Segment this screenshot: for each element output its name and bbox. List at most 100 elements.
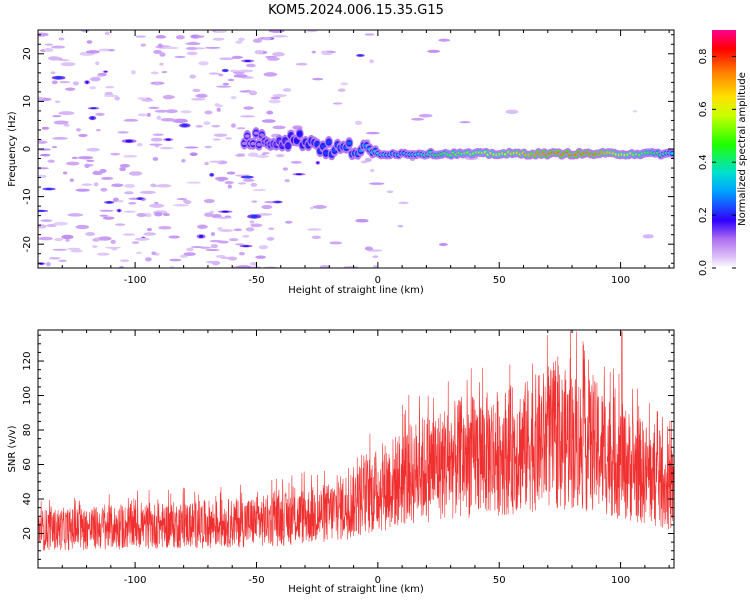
spectrogram-cell bbox=[372, 255, 379, 259]
spectrogram-cell bbox=[238, 69, 254, 73]
x-tick-label: 100 bbox=[611, 275, 630, 286]
spectrogram-cell bbox=[255, 154, 270, 158]
spectrogram-cell bbox=[60, 62, 76, 67]
y-tick-label: 60 bbox=[22, 458, 33, 471]
spectrogram-cell bbox=[66, 161, 80, 166]
spectrogram-cell bbox=[332, 102, 343, 105]
spectrogram-cell bbox=[93, 182, 99, 187]
spectrogram-cell bbox=[58, 37, 65, 41]
x-tick-label: -100 bbox=[124, 575, 147, 586]
spectrogram-cell bbox=[354, 120, 363, 125]
y-tick-label: 120 bbox=[22, 351, 33, 370]
spectrogram-cell bbox=[307, 228, 322, 231]
ridge-cell bbox=[250, 141, 256, 146]
spectrogram-cell bbox=[418, 113, 433, 118]
spectrogram-cell bbox=[254, 50, 264, 55]
ridge-cell bbox=[241, 141, 247, 146]
spectrogram-cell bbox=[247, 152, 259, 157]
colorbar-label: Normalized spectral amplitude bbox=[737, 72, 748, 226]
spectrogram-cell bbox=[111, 183, 124, 188]
spectrogram-cell bbox=[123, 118, 139, 122]
spectrogram-cell bbox=[52, 248, 68, 251]
spectrogram-cell bbox=[90, 116, 95, 120]
spectrogram-ylabel: Frequency (Hz) bbox=[7, 111, 18, 187]
ridge-cell bbox=[256, 142, 262, 147]
spectrogram-cell bbox=[204, 212, 214, 217]
ridge-cell bbox=[297, 132, 303, 136]
y-tick-label: -10 bbox=[22, 188, 33, 204]
spectrogram-cell bbox=[151, 251, 157, 256]
spectrogram-cell bbox=[81, 30, 90, 33]
spectrogram-cell bbox=[92, 238, 100, 242]
spectrogram-cell bbox=[213, 133, 228, 137]
spectrogram-cell bbox=[204, 110, 213, 115]
spectrogram-cell bbox=[244, 59, 251, 62]
spectrogram-cell bbox=[125, 139, 133, 143]
spectrogram-cell bbox=[46, 224, 57, 228]
spectrogram-cell bbox=[205, 248, 220, 252]
spectrogram-cell bbox=[250, 214, 258, 218]
spectrogram-cell bbox=[147, 227, 152, 232]
ridge-cell bbox=[294, 138, 300, 143]
spectrogram-cell bbox=[242, 178, 255, 182]
spectrogram-cell bbox=[53, 120, 69, 125]
ridge-cell bbox=[285, 144, 291, 148]
spectrogram-cell bbox=[261, 119, 276, 123]
spectrogram-cell bbox=[122, 233, 136, 236]
spectrogram-cell bbox=[252, 188, 267, 192]
spectrogram-cell bbox=[272, 125, 286, 130]
spectrogram-cell bbox=[100, 187, 108, 192]
spectrogram-cell bbox=[311, 235, 322, 240]
spectrogram-cell bbox=[52, 136, 68, 140]
spectrogram-cell bbox=[58, 259, 67, 263]
spectrogram-cell bbox=[204, 161, 209, 166]
spectrogram-cell bbox=[110, 152, 121, 156]
spectrogram-cell bbox=[364, 157, 372, 163]
spectrogram-cell bbox=[184, 146, 199, 149]
spectrogram-cell bbox=[91, 245, 98, 248]
spectrogram-cell bbox=[233, 228, 242, 232]
spectrogram-cell bbox=[212, 37, 225, 41]
spectrogram-cell bbox=[203, 198, 215, 204]
spectrogram-cell bbox=[184, 200, 192, 205]
spectrogram-cell bbox=[305, 30, 319, 33]
spectrogram-cell bbox=[85, 80, 89, 84]
snr-series bbox=[38, 330, 674, 551]
spectrogram-cell bbox=[59, 80, 71, 84]
spectrogram-cell bbox=[128, 202, 137, 205]
spectrogram-cell bbox=[181, 159, 186, 163]
spectrogram-cell bbox=[149, 203, 165, 208]
y-tick-label: 80 bbox=[22, 424, 33, 437]
spectrogram-cell bbox=[295, 62, 308, 66]
spectrogram-cell bbox=[186, 181, 202, 184]
spectrogram-cell bbox=[642, 234, 654, 239]
spectrogram-cell bbox=[131, 241, 140, 244]
spectrogram-cell bbox=[51, 45, 66, 49]
spectrogram-cell bbox=[158, 226, 172, 230]
spectrogram-cell bbox=[261, 204, 273, 210]
spectrogram-cell bbox=[53, 221, 68, 226]
spectrogram-cell bbox=[44, 43, 54, 46]
spectrogram-cell bbox=[290, 160, 302, 164]
colorbar-gradient bbox=[712, 30, 736, 268]
spectrogram-cell bbox=[84, 163, 90, 169]
x-tick-label: 50 bbox=[493, 575, 506, 586]
spectrogram-cell bbox=[54, 238, 64, 242]
spectrogram-cell bbox=[216, 85, 232, 88]
spectrogram-cell bbox=[203, 121, 211, 126]
spectrogram-cell bbox=[63, 123, 70, 127]
spectrogram-cell bbox=[59, 59, 70, 62]
spectrogram-cell bbox=[222, 82, 230, 86]
spectrogram-cell bbox=[128, 171, 143, 176]
spectrogram-cell bbox=[172, 118, 188, 123]
spectrogram-cell bbox=[210, 232, 215, 236]
spectrogram-cell bbox=[211, 260, 221, 266]
spectrogram-cell bbox=[39, 153, 51, 157]
spectrogram-cell bbox=[209, 160, 223, 163]
colorbar-tick-label: 0.4 bbox=[698, 154, 709, 170]
spectrogram-cell bbox=[140, 43, 146, 47]
spectrogram-cell bbox=[190, 246, 204, 249]
